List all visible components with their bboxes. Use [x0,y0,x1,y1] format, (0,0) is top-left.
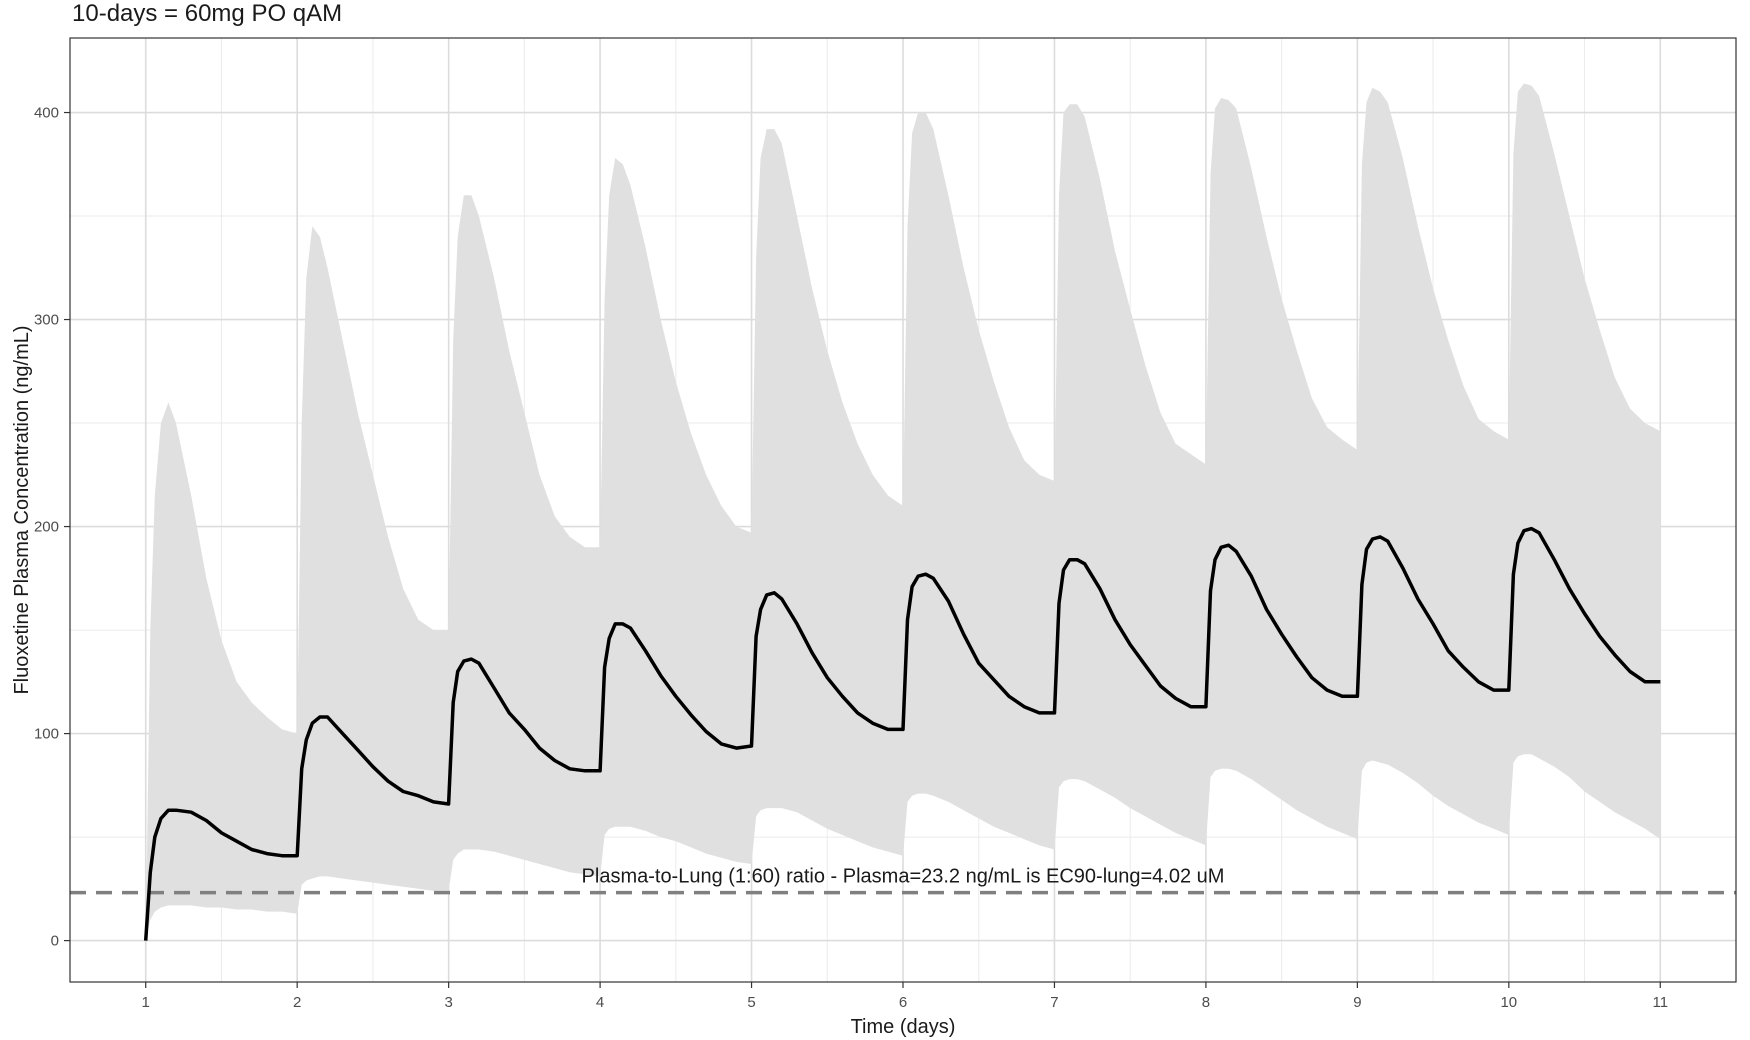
x-tick-label: 4 [596,994,604,1011]
x-tick-label: 10 [1500,994,1517,1011]
x-tick-label: 8 [1202,994,1210,1011]
x-axis: 1 2 3 4 5 6 7 8 9 10 11 [142,982,1668,1011]
x-tick-label: 5 [747,994,755,1011]
x-tick-label: 11 [1652,994,1668,1011]
y-axis: 0 100 200 300 400 [34,105,70,950]
x-axis-title: Time (days) [851,1016,956,1038]
x-tick-label: 7 [1050,994,1058,1011]
median-concentration-line [143,526,1661,941]
y-tick-label: 300 [34,312,59,329]
prediction-interval-ribbon [145,83,1661,941]
y-tick-label: 400 [34,105,59,122]
reference-line-label: Plasma-to-Lung (1:60) ratio - Plasma=23.… [582,866,1225,888]
y-axis-title: Fluoxetine Plasma Concentration (ng/mL) [11,325,33,694]
y-tick-label: 0 [51,933,59,950]
x-tick-label: 6 [899,994,907,1011]
y-tick-label: 100 [34,726,59,743]
y-tick-label: 200 [34,519,59,536]
x-tick-label: 3 [444,994,452,1011]
x-tick-label: 2 [293,994,301,1011]
x-tick-label: 9 [1353,994,1361,1011]
x-tick-label: 1 [142,994,150,1011]
chart-title: 10-days = 60mg PO qAM [72,0,343,27]
